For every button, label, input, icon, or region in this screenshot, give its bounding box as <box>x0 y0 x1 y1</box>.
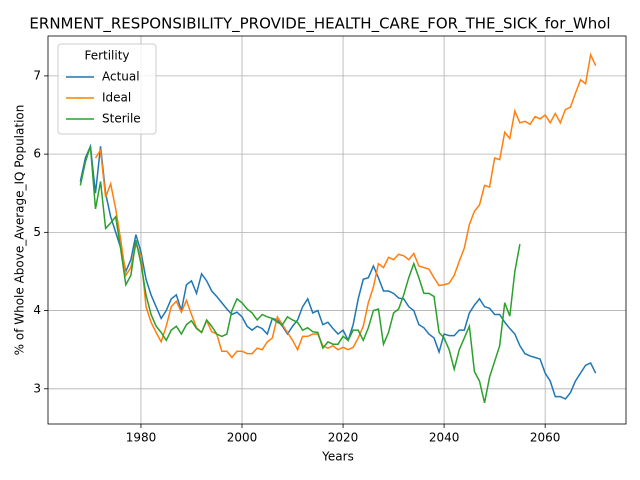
legend: Fertility Actual Ideal Sterile <box>57 43 157 135</box>
plot-frame <box>47 35 627 425</box>
x-tick-label: 2040 <box>429 431 460 445</box>
line-series <box>79 143 597 400</box>
legend-box <box>57 43 157 135</box>
y-tick-label: 5 <box>33 225 41 239</box>
x-tick-label: 2020 <box>328 431 359 445</box>
line-series <box>94 52 597 359</box>
legend-label: Actual <box>102 70 140 84</box>
x-axis-label: Years <box>321 450 354 464</box>
chart-title: ERNMENT_RESPONSIBILITY_PROVIDE_HEALTH_CA… <box>29 15 610 34</box>
y-axis-label: % of Whole Above_Average_IQ Population <box>13 105 27 356</box>
legend-label: Sterile <box>102 112 141 126</box>
y-tick-label: 7 <box>33 68 41 82</box>
y-tick-label: 3 <box>33 381 41 395</box>
x-tick-label: 2000 <box>227 431 258 445</box>
line-series <box>79 146 521 404</box>
x-tick-label: 2060 <box>530 431 561 445</box>
legend-title: Fertility <box>84 49 129 63</box>
legend-label: Ideal <box>102 91 131 105</box>
y-tick-label: 4 <box>33 303 41 317</box>
x-tick-label: 1980 <box>126 431 157 445</box>
y-tick-label: 6 <box>33 147 41 161</box>
